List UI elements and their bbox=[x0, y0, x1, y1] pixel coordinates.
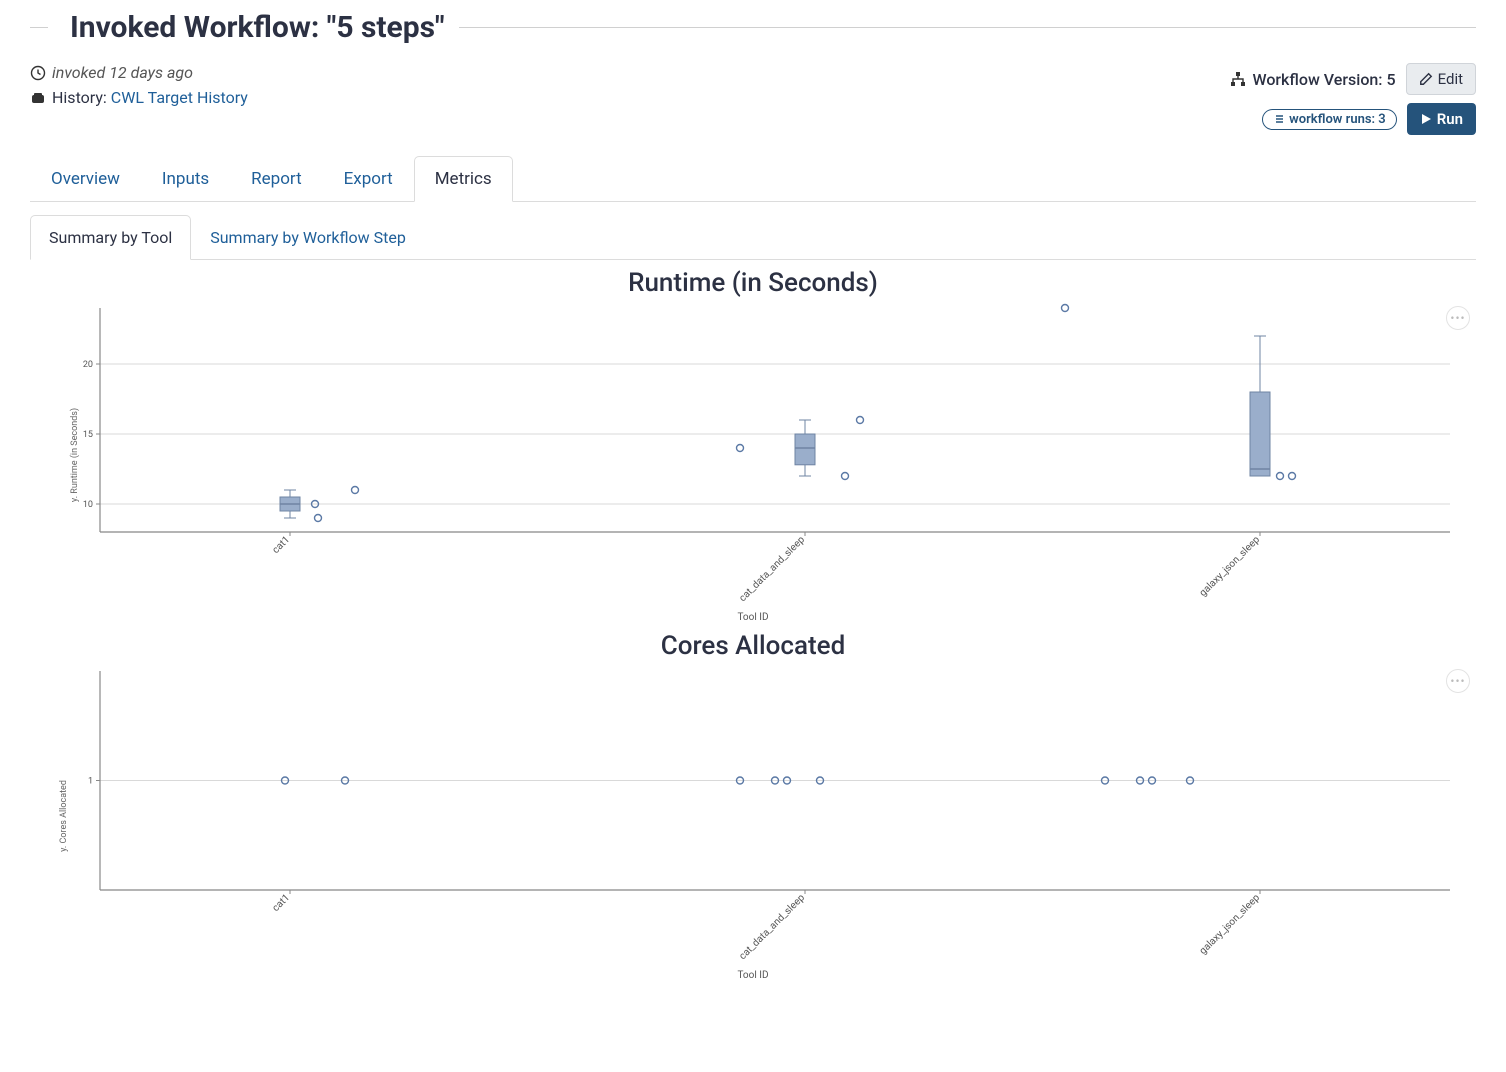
header-divider-left bbox=[30, 27, 48, 28]
svg-text:cat1: cat1 bbox=[270, 534, 292, 556]
svg-text:10: 10 bbox=[83, 500, 93, 510]
subtab-summary-by-tool[interactable]: Summary by Tool bbox=[30, 215, 191, 260]
cores-chart: 1 cat1 cat_data_and_sleep galaxy_json_sleep bbox=[60, 663, 1460, 968]
list-icon bbox=[1273, 113, 1285, 125]
invoked-time: invoked 12 days ago bbox=[52, 63, 193, 82]
tab-overview[interactable]: Overview bbox=[30, 156, 141, 202]
svg-text:1: 1 bbox=[88, 777, 93, 787]
tabs-main: OverviewInputsReportExportMetrics bbox=[30, 155, 1476, 202]
chart-menu-button[interactable]: ••• bbox=[1446, 306, 1470, 330]
chart-ylabel-runtime: y. Runtime (in Seconds) bbox=[70, 408, 80, 502]
run-button-label: Run bbox=[1437, 110, 1463, 128]
workflow-runs-pill-label: workflow runs: 3 bbox=[1289, 112, 1386, 127]
svg-text:cat_data_and_sleep: cat_data_and_sleep bbox=[737, 534, 807, 604]
chart-menu-button[interactable]: ••• bbox=[1446, 669, 1470, 693]
svg-text:galaxy_json_sleep: galaxy_json_sleep bbox=[1198, 892, 1263, 957]
workflow-runs-pill[interactable]: workflow runs: 3 bbox=[1262, 109, 1397, 130]
chart-title-runtime: Runtime (in Seconds) bbox=[30, 268, 1476, 298]
subtab-summary-by-workflow-step[interactable]: Summary by Workflow Step bbox=[191, 215, 425, 260]
svg-text:15: 15 bbox=[83, 430, 93, 440]
runtime-chart: 10 15 20 cat1 cat_data_and_sleep galaxy_json_… bbox=[60, 300, 1460, 610]
sitemap-icon bbox=[1230, 71, 1246, 87]
edit-button-label: Edit bbox=[1438, 70, 1463, 88]
tab-metrics[interactable]: Metrics bbox=[414, 156, 513, 202]
play-icon bbox=[1420, 113, 1432, 125]
header-divider-right bbox=[459, 27, 1476, 28]
tab-inputs[interactable]: Inputs bbox=[141, 156, 230, 202]
svg-text:20: 20 bbox=[83, 360, 93, 370]
chart-xlabel-runtime: Tool ID bbox=[30, 612, 1476, 623]
history-icon bbox=[30, 90, 46, 106]
chart-title-cores: Cores Allocated bbox=[30, 631, 1476, 661]
tabs-sub: Summary by ToolSummary by Workflow Step bbox=[30, 214, 1476, 260]
workflow-version-label: Workflow Version: 5 bbox=[1230, 70, 1395, 89]
svg-text:cat_data_and_sleep: cat_data_and_sleep bbox=[737, 892, 807, 962]
chart-ylabel-cores: y. Cores Allocated bbox=[59, 780, 69, 852]
chart-xlabel-cores: Tool ID bbox=[30, 970, 1476, 981]
history-link[interactable]: CWL Target History bbox=[111, 88, 248, 107]
workflow-version-text: Workflow Version: 5 bbox=[1252, 70, 1395, 89]
edit-icon bbox=[1419, 72, 1433, 86]
tab-export[interactable]: Export bbox=[323, 156, 414, 202]
run-button[interactable]: Run bbox=[1407, 103, 1476, 135]
page-title: Invoked Workflow: "5 steps" bbox=[48, 10, 459, 45]
svg-text:galaxy_json_sleep: galaxy_json_sleep bbox=[1198, 534, 1263, 599]
history-label: History: bbox=[52, 88, 107, 107]
edit-button[interactable]: Edit bbox=[1406, 63, 1476, 95]
clock-icon bbox=[30, 65, 46, 81]
svg-text:cat1: cat1 bbox=[270, 892, 292, 914]
tab-report[interactable]: Report bbox=[230, 156, 322, 202]
